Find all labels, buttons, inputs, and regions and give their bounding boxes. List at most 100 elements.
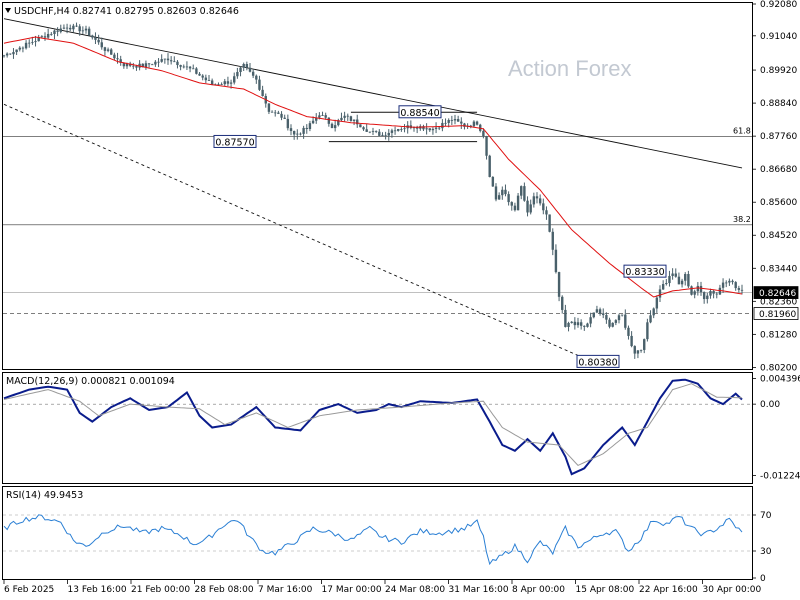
candle-body bbox=[24, 42, 28, 49]
candle-body bbox=[245, 64, 249, 68]
candle-body bbox=[576, 322, 580, 326]
candle-body bbox=[579, 322, 583, 326]
level-box bbox=[576, 354, 620, 368]
candle-body bbox=[122, 62, 126, 67]
candle-body bbox=[661, 284, 665, 290]
candle-body bbox=[374, 131, 378, 132]
candle-body bbox=[258, 79, 261, 90]
candle-body bbox=[598, 309, 602, 314]
candle-body bbox=[147, 63, 151, 65]
candle-body bbox=[31, 42, 34, 43]
candle-body bbox=[337, 120, 340, 126]
candle-body bbox=[674, 273, 677, 277]
candle-body bbox=[223, 81, 226, 85]
candle-body bbox=[548, 214, 551, 232]
candle-body bbox=[103, 47, 107, 51]
candle-body bbox=[624, 314, 627, 328]
candle-body bbox=[434, 127, 438, 129]
candle-body bbox=[397, 128, 400, 131]
x-tick-label: 30 Apr 00:00 bbox=[703, 585, 762, 595]
candle-body bbox=[712, 290, 715, 294]
candle-body bbox=[141, 63, 144, 68]
candle-body bbox=[160, 59, 163, 62]
candle-body bbox=[491, 176, 495, 187]
candle-body bbox=[693, 291, 696, 295]
candle-body bbox=[207, 80, 211, 81]
candle-body bbox=[393, 130, 397, 132]
candle-body bbox=[119, 59, 122, 63]
candle-body bbox=[501, 189, 504, 196]
candle-body bbox=[340, 117, 343, 121]
candle-body bbox=[81, 30, 85, 32]
candle-body bbox=[132, 65, 135, 67]
x-tick-label: 28 Feb 08:00 bbox=[195, 585, 254, 595]
candle-body bbox=[475, 121, 479, 125]
candle-body bbox=[242, 64, 245, 68]
collapse-triangle-icon[interactable] bbox=[5, 8, 11, 13]
candle-body bbox=[706, 295, 709, 300]
candle-body bbox=[734, 282, 737, 289]
candle-body bbox=[516, 195, 520, 211]
candle-body bbox=[359, 124, 362, 128]
candle-body bbox=[185, 66, 189, 68]
rsi-tick-label: 70 bbox=[760, 511, 772, 521]
candle-body bbox=[630, 335, 633, 347]
x-tick-label: 15 Apr 08:00 bbox=[576, 585, 635, 595]
candle-body bbox=[362, 127, 365, 130]
candle-body bbox=[352, 119, 356, 121]
price-tick-label: 0.92080 bbox=[760, 0, 797, 10]
fib-label: 38.2 bbox=[733, 215, 751, 224]
candle-body bbox=[718, 287, 722, 295]
candle-body bbox=[236, 71, 239, 77]
candle-body bbox=[87, 28, 91, 36]
price-tick-label: 0.87760 bbox=[760, 132, 797, 142]
candle-body bbox=[699, 285, 703, 293]
candle-body bbox=[229, 82, 233, 84]
candle-body bbox=[696, 285, 700, 292]
candle-body bbox=[292, 131, 296, 135]
candle-body bbox=[318, 115, 321, 118]
candle-body bbox=[520, 186, 523, 196]
x-tick-label: 24 Mar 08:00 bbox=[385, 585, 445, 595]
candle-body bbox=[176, 61, 179, 66]
candle-body bbox=[333, 125, 337, 129]
candle-body bbox=[614, 320, 618, 323]
candle-body bbox=[267, 103, 271, 112]
candle-body bbox=[643, 339, 646, 350]
candle-body bbox=[50, 33, 53, 35]
candle-body bbox=[12, 52, 15, 55]
candle-body bbox=[453, 119, 457, 121]
candle-body bbox=[173, 61, 176, 63]
candle-body bbox=[608, 319, 611, 327]
price-tick-label: 0.89920 bbox=[760, 66, 797, 76]
candle-body bbox=[151, 64, 154, 66]
candle-body bbox=[627, 327, 630, 336]
candle-body bbox=[557, 272, 561, 297]
candle-body bbox=[308, 123, 312, 130]
macd-panel-frame bbox=[2, 372, 753, 484]
price-title: USDCHF,H4 0.82741 0.82795 0.82603 0.8264… bbox=[14, 6, 239, 17]
candle-body bbox=[513, 205, 517, 211]
candle-body bbox=[561, 296, 564, 310]
support-price-label: 0.81960 bbox=[759, 310, 796, 320]
candle-body bbox=[46, 33, 50, 38]
candle-body bbox=[327, 117, 331, 124]
candle-body bbox=[349, 116, 353, 121]
candle-body bbox=[721, 282, 725, 288]
moving-average-line bbox=[3, 36, 743, 298]
candle-body bbox=[570, 321, 573, 323]
candle-body bbox=[390, 130, 394, 133]
support-price-tag bbox=[753, 307, 799, 320]
rsi-layer bbox=[3, 514, 752, 566]
candle-body bbox=[731, 280, 734, 283]
candle-body bbox=[494, 186, 498, 200]
candle-body bbox=[251, 71, 255, 76]
candle-body bbox=[538, 198, 542, 204]
candle-body bbox=[415, 127, 419, 129]
level-box bbox=[623, 264, 667, 278]
candle-body bbox=[72, 25, 75, 30]
candle-body bbox=[592, 312, 595, 318]
candle-body bbox=[204, 77, 208, 81]
candle-body bbox=[586, 323, 589, 327]
candle-body bbox=[37, 37, 40, 42]
